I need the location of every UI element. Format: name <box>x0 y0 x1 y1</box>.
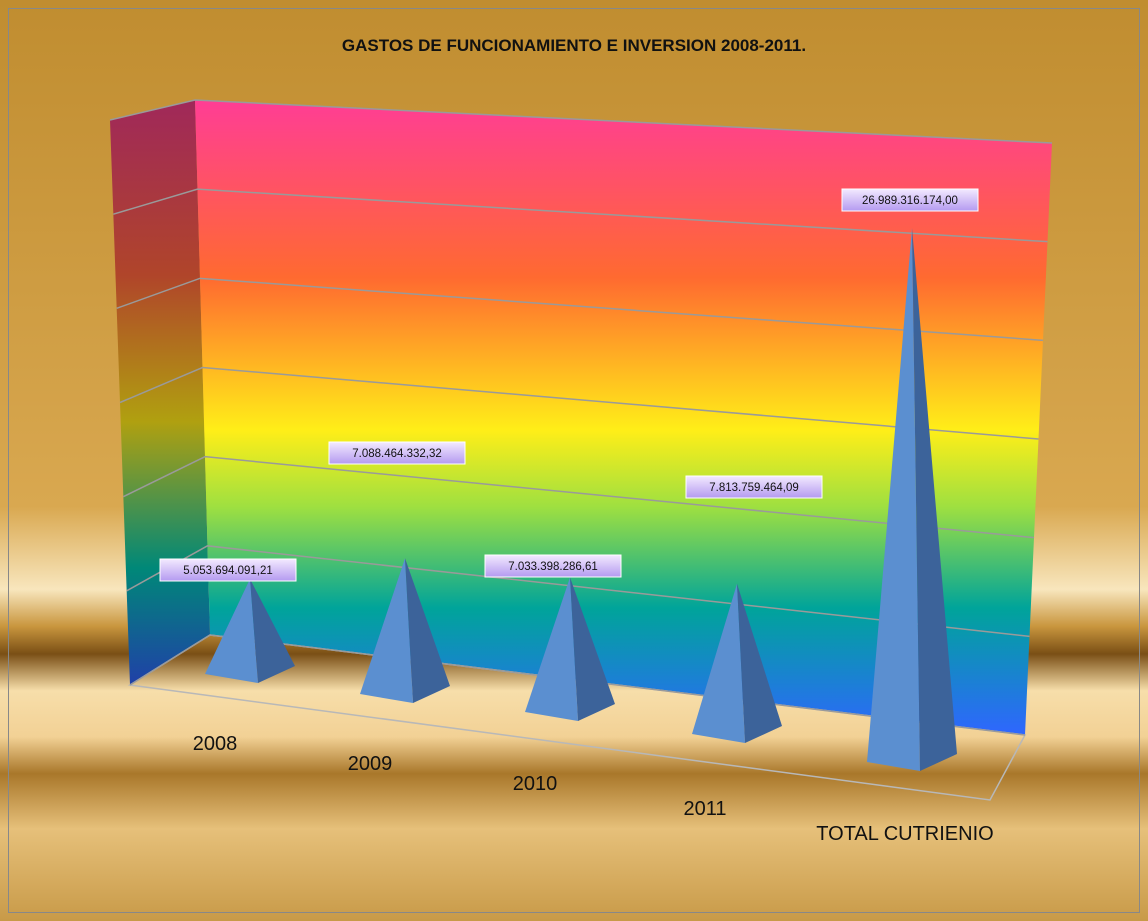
pyramid-side <box>405 558 450 703</box>
pyramid-face <box>205 578 258 683</box>
frame <box>8 8 1140 913</box>
pyramid <box>692 583 782 743</box>
x-tick-label: 2011 <box>683 798 727 820</box>
pyramid-face <box>525 577 578 721</box>
pyramid <box>867 228 957 771</box>
side-wall <box>110 100 210 685</box>
pyramid <box>525 577 615 721</box>
chart-title: GASTOS DE FUNCIONAMIENTO E INVERSION 200… <box>341 36 807 55</box>
grid-line <box>123 455 1035 539</box>
pyramid <box>205 578 295 683</box>
pyramid-side <box>737 583 782 743</box>
pyramid-face <box>867 228 920 771</box>
grid-line <box>113 188 1048 243</box>
x-tick-label: 2008 <box>192 733 238 755</box>
pyramid <box>360 558 450 703</box>
value-label-box <box>685 475 823 499</box>
pyramid-face <box>692 583 745 743</box>
value-label-box <box>484 554 622 578</box>
x-tick-label: TOTAL CUTRIENIO <box>816 823 994 845</box>
value-label-box <box>328 441 466 465</box>
grid-line <box>119 366 1039 440</box>
value-label-box <box>841 188 979 212</box>
pyramid-face <box>360 558 413 703</box>
pyramid-side <box>912 228 957 771</box>
value-label: 7.813.759.464,09 <box>709 482 799 494</box>
value-label-box <box>159 558 297 582</box>
pyramid-side <box>570 577 615 721</box>
grid-line <box>126 545 1030 638</box>
grid-line <box>109 99 1053 144</box>
value-label: 5.053.694.091,21 <box>183 565 273 577</box>
pyramid-side <box>250 578 295 683</box>
x-tick-label: 2010 <box>512 773 558 795</box>
grid-line <box>116 277 1044 342</box>
value-label: 7.088.464.332,32 <box>352 448 442 460</box>
x-tick-label: 2009 <box>347 753 393 775</box>
value-label: 26.989.316.174,00 <box>862 195 958 207</box>
value-label: 7.033.398.286,61 <box>508 561 598 573</box>
